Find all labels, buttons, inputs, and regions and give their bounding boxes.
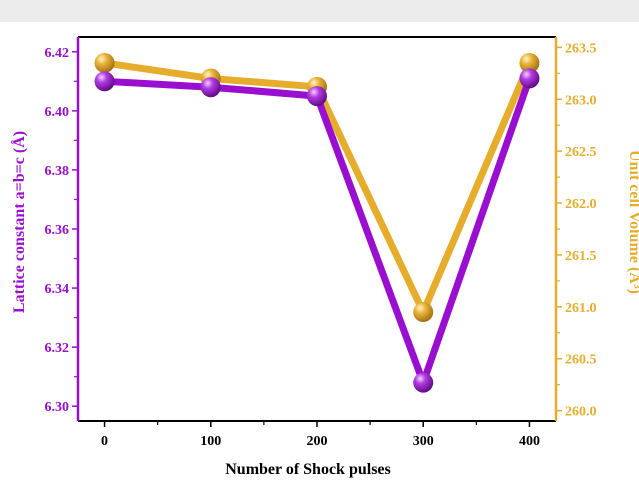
lattice-point [519, 68, 540, 89]
axis-labels: Number of Shock pulses Lattice constant … [10, 131, 639, 478]
x-tick-label: 100 [200, 434, 221, 449]
lattice-point [94, 71, 115, 92]
volume-point [413, 302, 434, 323]
y-left-tick-label: 6.30 [45, 400, 70, 415]
y-right-tick-label: 263.5 [565, 41, 597, 56]
y-left-tick-label: 6.38 [45, 164, 70, 179]
y-left-tick-label: 6.34 [45, 282, 70, 297]
top-strip [0, 0, 639, 22]
axes-group: 0 100 200 300 400 6.30 6.32 6.34 6.36 6.38 6.40 6.4… [45, 36, 597, 449]
y-left-tick-label: 6.36 [45, 223, 70, 238]
y-right-tick-label: 261.0 [565, 301, 597, 316]
y-left-tick-label: 6.42 [45, 46, 70, 61]
y-axis-left-label: Lattice constant a=b=c (Å) [10, 131, 28, 313]
x-tick-label: 300 [413, 434, 434, 449]
y-right-tick-label: 262.5 [565, 145, 597, 160]
lattice-point [413, 372, 434, 393]
x-tick-label: 0 [101, 434, 108, 449]
x-tick-label: 400 [519, 434, 540, 449]
y-axis-right-label: Unit cell Volume (Å³) [626, 150, 639, 294]
y-left-tick-label: 6.32 [45, 341, 70, 356]
x-tick-label: 200 [307, 434, 328, 449]
lattice-point [200, 77, 221, 98]
lattice-point [307, 86, 327, 107]
volume-point [519, 52, 540, 73]
x-axis-label: Number of Shock pulses [225, 461, 391, 478]
y-right-tick-label: 263.0 [565, 93, 597, 108]
y-right-tick-label: 261.5 [565, 249, 597, 264]
series-markers [94, 52, 540, 393]
series-lattice-line [101, 74, 533, 387]
volume-point [94, 52, 115, 73]
series-lines [101, 59, 533, 387]
y-left-tick-label: 6.40 [45, 105, 70, 120]
y-right-tick-label: 260.0 [565, 405, 597, 420]
y-right-tick-label: 260.5 [565, 353, 597, 368]
y-right-tick-label: 262.0 [565, 197, 597, 212]
